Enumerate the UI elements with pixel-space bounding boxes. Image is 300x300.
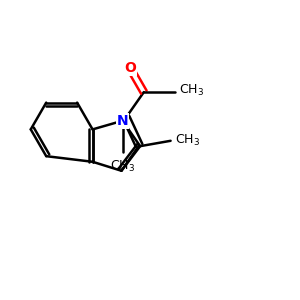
Text: CH$_3$: CH$_3$ — [110, 159, 135, 174]
Text: O: O — [124, 61, 136, 75]
Text: CH$_3$: CH$_3$ — [175, 133, 200, 148]
Text: N: N — [117, 114, 128, 128]
Text: CH$_3$: CH$_3$ — [179, 83, 204, 98]
